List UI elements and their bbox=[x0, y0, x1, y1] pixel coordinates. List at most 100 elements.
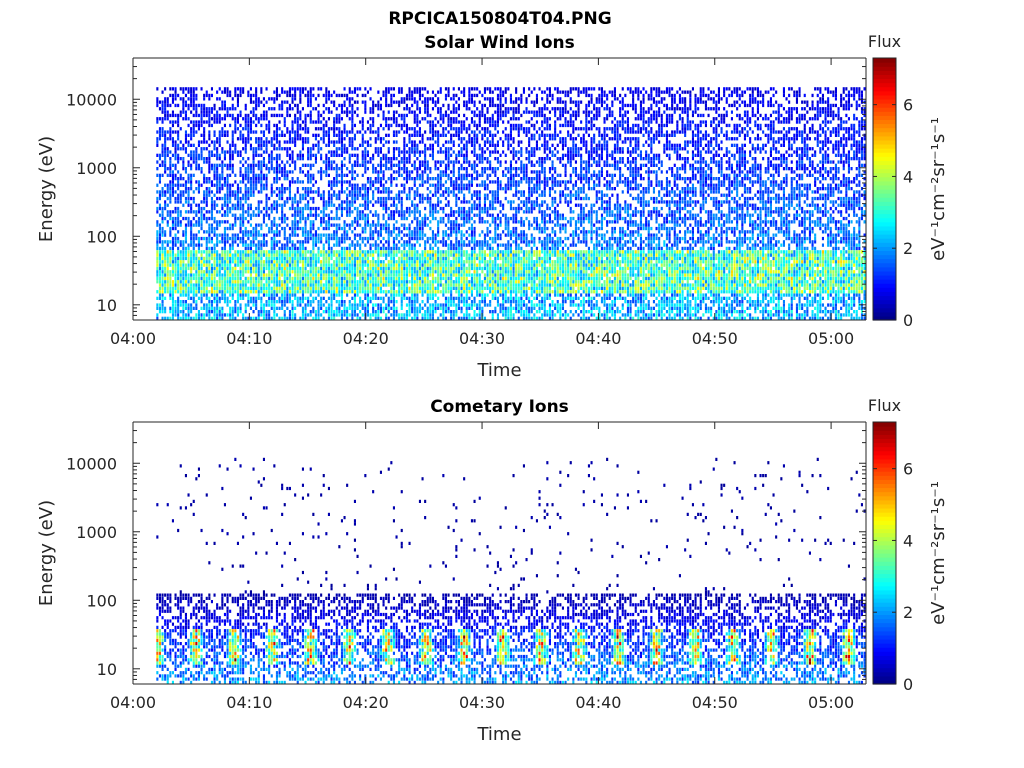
heatmap-cell bbox=[379, 316, 382, 320]
heatmap-cell bbox=[158, 276, 161, 281]
heatmap-cell bbox=[244, 160, 247, 164]
heatmap-cell bbox=[275, 273, 278, 277]
heatmap-cell bbox=[429, 266, 432, 271]
heatmap-cell bbox=[291, 260, 294, 264]
heatmap-cell bbox=[379, 296, 382, 300]
heatmap-cell bbox=[372, 303, 375, 307]
heatmap-cell bbox=[408, 150, 411, 154]
heatmap-cell bbox=[177, 113, 180, 118]
heatmap-cell bbox=[304, 87, 307, 91]
heatmap-cell bbox=[335, 240, 338, 244]
heatmap-cell bbox=[252, 93, 255, 98]
heatmap-cell bbox=[177, 270, 180, 274]
heatmap-cell bbox=[304, 306, 307, 310]
heatmap-cell bbox=[184, 196, 187, 201]
heatmap-cell bbox=[182, 286, 185, 290]
heatmap-cell bbox=[262, 273, 265, 277]
heatmap-cell bbox=[244, 150, 247, 154]
heatmap-cell bbox=[382, 206, 385, 211]
heatmap-cell bbox=[301, 216, 304, 221]
heatmap-cell bbox=[268, 280, 271, 284]
heatmap-cell bbox=[400, 100, 403, 104]
heatmap-cell bbox=[325, 273, 328, 277]
heatmap-cell bbox=[413, 97, 416, 101]
heatmap-cell bbox=[296, 127, 299, 131]
heatmap-cell bbox=[177, 300, 180, 304]
heatmap-cell bbox=[333, 153, 336, 157]
heatmap-cell bbox=[247, 256, 250, 261]
heatmap-cell bbox=[356, 263, 359, 267]
heatmap-cell bbox=[398, 280, 401, 284]
heatmap-cell bbox=[351, 316, 354, 320]
heatmap-cell bbox=[403, 243, 406, 247]
heatmap-cell bbox=[395, 117, 398, 121]
heatmap-cell bbox=[221, 253, 224, 257]
heatmap-cell bbox=[252, 193, 255, 197]
heatmap-cell bbox=[374, 250, 377, 254]
heatmap-cell bbox=[431, 296, 434, 300]
heatmap-cell bbox=[429, 286, 432, 290]
heatmap-cell bbox=[361, 193, 364, 197]
heatmap-cell bbox=[239, 263, 242, 267]
heatmap-cell bbox=[320, 153, 323, 157]
heatmap-cell bbox=[286, 110, 289, 114]
heatmap-cell bbox=[411, 306, 414, 310]
heatmap-cell bbox=[195, 147, 198, 151]
heatmap-cell bbox=[249, 87, 252, 91]
heatmap-cell bbox=[203, 290, 206, 294]
heatmap-cell bbox=[184, 130, 187, 134]
heatmap-cell bbox=[364, 190, 367, 194]
heatmap-cell bbox=[270, 286, 273, 290]
heatmap-cell bbox=[247, 246, 250, 251]
heatmap-cell bbox=[205, 90, 208, 94]
heatmap-cell bbox=[158, 246, 161, 251]
heatmap-cell bbox=[249, 286, 252, 290]
heatmap-cell bbox=[307, 283, 310, 287]
heatmap-cell bbox=[413, 153, 416, 157]
heatmap-cell bbox=[377, 216, 380, 221]
heatmap-cell bbox=[294, 263, 297, 267]
heatmap-cell bbox=[281, 196, 284, 201]
heatmap-cell bbox=[174, 157, 177, 161]
heatmap-cell bbox=[197, 167, 200, 171]
heatmap-cell bbox=[431, 236, 434, 241]
heatmap-cell bbox=[286, 140, 289, 144]
heatmap-cell bbox=[203, 200, 206, 204]
heatmap-cell bbox=[158, 107, 161, 111]
heatmap-cell bbox=[398, 276, 401, 281]
heatmap-cell bbox=[273, 113, 276, 118]
heatmap-cell bbox=[252, 173, 255, 177]
heatmap-cell bbox=[382, 177, 385, 181]
heatmap-cell bbox=[286, 293, 289, 297]
heatmap-cell bbox=[223, 296, 226, 300]
heatmap-cell bbox=[379, 260, 382, 264]
heatmap-cell bbox=[257, 230, 260, 234]
heatmap-cell bbox=[304, 253, 307, 257]
heatmap-cell bbox=[312, 233, 315, 237]
heatmap-cell bbox=[429, 200, 432, 204]
heatmap-cell bbox=[296, 253, 299, 257]
heatmap-cell bbox=[158, 180, 161, 184]
heatmap-cell bbox=[296, 130, 299, 134]
heatmap-cell bbox=[387, 150, 390, 154]
heatmap-cell bbox=[395, 313, 398, 317]
heatmap-cell bbox=[195, 97, 198, 101]
heatmap-cell bbox=[411, 303, 414, 307]
heatmap-cell bbox=[177, 177, 180, 181]
heatmap-cell bbox=[429, 167, 432, 171]
heatmap-cell bbox=[268, 196, 271, 201]
heatmap-cell bbox=[299, 100, 302, 104]
heatmap-cell bbox=[171, 123, 174, 128]
heatmap-cell bbox=[156, 196, 159, 201]
heatmap-cell bbox=[330, 246, 333, 251]
heatmap-cell bbox=[187, 223, 190, 227]
heatmap-cell bbox=[395, 243, 398, 247]
heatmap-cell bbox=[208, 117, 211, 121]
heatmap-cell bbox=[184, 200, 187, 204]
heatmap-cell bbox=[434, 250, 437, 254]
heatmap-cell bbox=[348, 260, 351, 264]
heatmap-cell bbox=[166, 283, 169, 287]
heatmap-cell bbox=[291, 270, 294, 274]
heatmap-cell bbox=[166, 103, 169, 108]
heatmap-cell bbox=[304, 296, 307, 300]
